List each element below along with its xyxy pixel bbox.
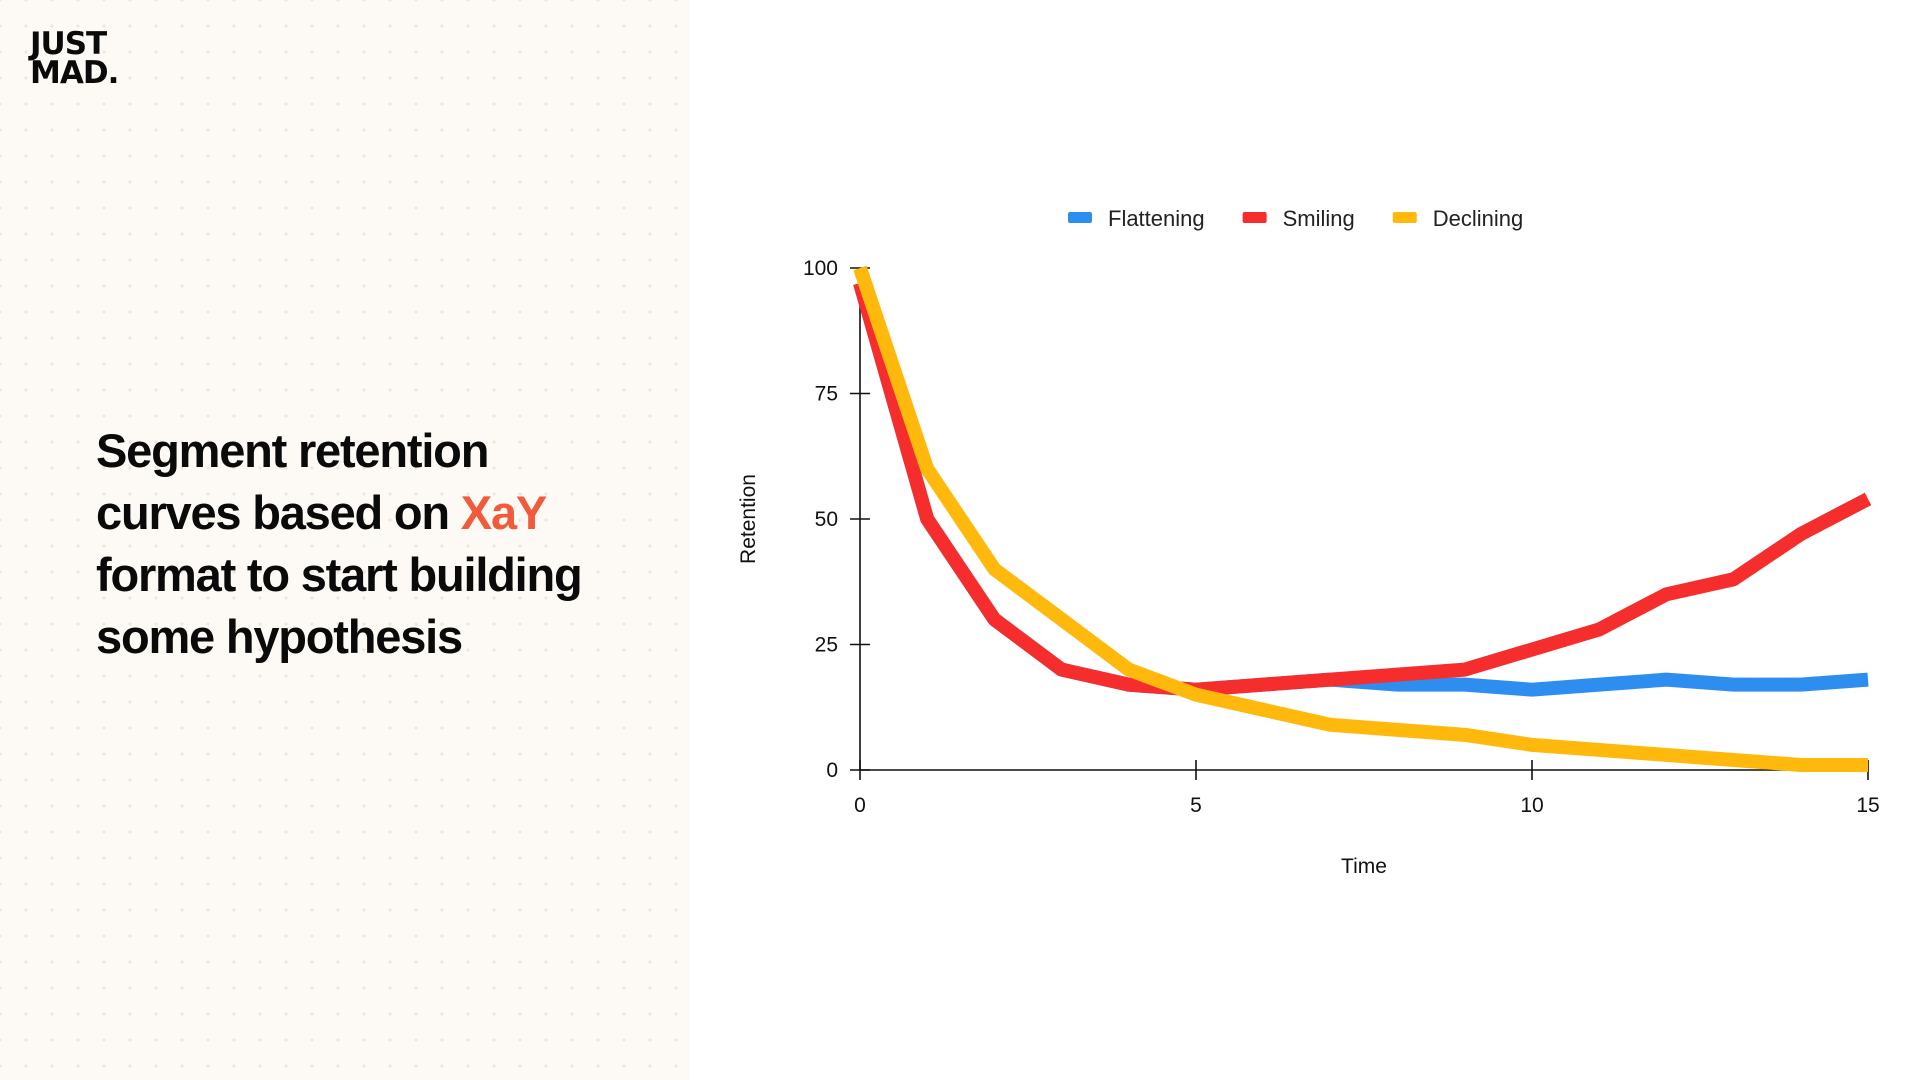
headline-line-3: format to start building: [96, 548, 583, 601]
headline-line-1: Segment retention: [96, 424, 489, 477]
x-tick-label: 5: [1190, 794, 1202, 817]
x-tick-label: 10: [1520, 794, 1543, 817]
y-tick-label: 75: [815, 383, 838, 406]
left-panel: JUST MAD. Segment retention curves based …: [0, 0, 690, 1080]
y-axis-label: Retention: [737, 474, 760, 564]
legend-swatch: [1068, 212, 1092, 223]
chart-axes: 0 25 50 75 100 0 5 10 15 Retention Time: [737, 257, 1880, 878]
y-tick-label: 50: [815, 508, 838, 531]
series-line-smiling: [853, 281, 1872, 697]
logo-line-1: JUST: [30, 26, 107, 62]
x-axis-ticks: 0 5 10 15: [854, 760, 1880, 817]
legend-label: Declining: [1433, 206, 1524, 231]
x-tick-label: 0: [854, 794, 866, 817]
y-tick-label: 0: [826, 759, 838, 782]
logo-line-2: MAD.: [30, 55, 119, 91]
retention-chart: Flattening Smiling Declining 0 25 50 75 100 0 5…: [737, 206, 1880, 878]
y-axis-ticks: 0 25 50 75 100: [803, 257, 870, 782]
headline: Segment retention curves based on XaY form…: [96, 420, 676, 668]
x-axis-label: Time: [1341, 855, 1387, 878]
plot-lines: [853, 265, 1872, 772]
x-tick-label: 15: [1856, 794, 1879, 817]
legend-item-flattening: Flattening: [1068, 206, 1205, 231]
brand-logo: JUST MAD.: [30, 26, 119, 91]
legend-item-smiling: Smiling: [1242, 206, 1355, 231]
y-tick-label: 100: [803, 257, 838, 280]
legend-swatch: [1242, 212, 1267, 223]
chart-legend: Flattening Smiling Declining: [1068, 206, 1523, 231]
series-line-declining: [853, 265, 1868, 772]
legend-item-declining: Declining: [1392, 206, 1524, 231]
legend-swatch: [1392, 212, 1417, 223]
headline-line-2-text: curves based on: [96, 486, 461, 539]
y-tick-label: 25: [815, 634, 838, 657]
legend-label: Smiling: [1283, 206, 1355, 231]
headline-accent: XaY: [460, 486, 547, 539]
legend-label: Flattening: [1108, 206, 1205, 231]
headline-line-4: some hypothesis: [96, 610, 463, 663]
